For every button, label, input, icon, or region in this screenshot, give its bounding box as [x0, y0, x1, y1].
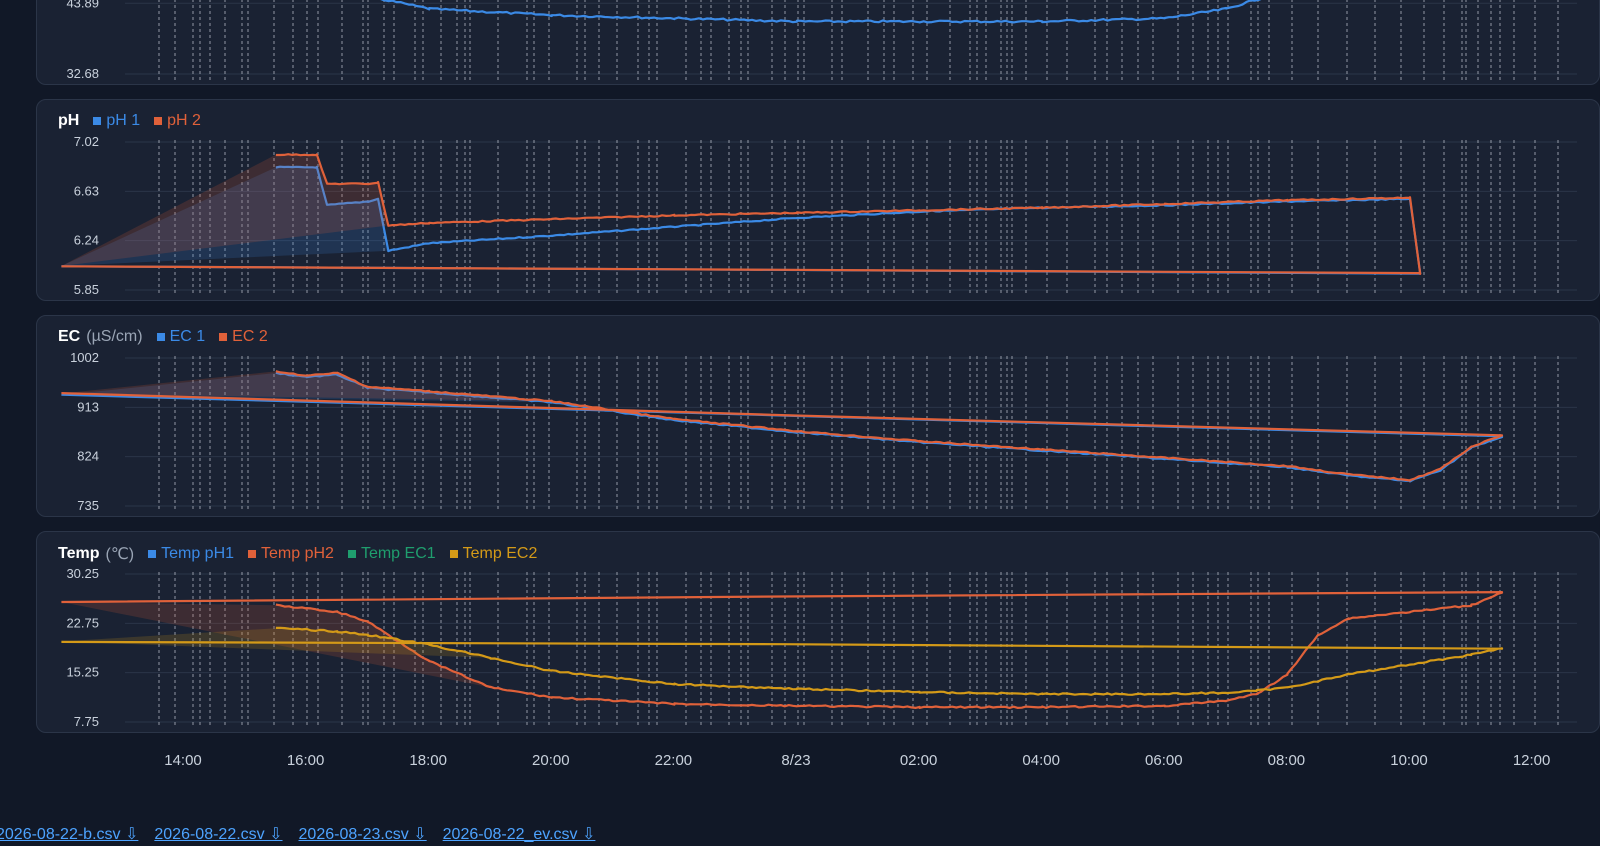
series-band [61, 154, 389, 266]
chart-temp-svg: 30.25 22.75 15.25 7.75 [61, 566, 1577, 729]
file-links: 2026-08-22-b.csv ⇩ 2026-08-22.csv ⇩ 2026… [0, 824, 595, 844]
x-tick-label: 14:00 [164, 752, 202, 769]
series-line-ph-2 [61, 153, 1422, 275]
legend-label-ec1: EC 1 [169, 328, 206, 345]
series-band [61, 601, 491, 688]
x-tick-label: 10:00 [1390, 752, 1428, 769]
y-tick-label: 824 [77, 449, 99, 464]
file-link-2026-08-22-ev[interactable]: 2026-08-22_ev.csv ⇩ [442, 826, 596, 843]
y-tick-label: 913 [77, 399, 99, 414]
x-axis: 14:00 16:00 18:00 20:00 22:00 8/23 02:00 04:00 0… [0, 752, 1600, 782]
x-tick-label: 12:00 [1512, 752, 1551, 769]
y-tick-label: 30.25 [66, 566, 99, 581]
file-link-2026-08-23[interactable]: 2026-08-23.csv ⇩ [298, 826, 427, 843]
x-tick-label: 22:00 [654, 752, 693, 769]
panel-title-temp: Temp (℃) Temp pH1 Temp pH2 Temp EC1 Temp… [58, 544, 537, 564]
legend-label-temp-ec1: Temp EC1 [360, 545, 436, 562]
panel-title-unit: (µS/cm) [86, 328, 143, 345]
legend-label-ph2: pH 2 [167, 112, 201, 129]
legend-label-ph1: pH 1 [106, 112, 141, 129]
x-tick-label: 20:00 [532, 752, 570, 769]
legend-label-temp-ph1: Temp pH1 [161, 545, 235, 562]
legend-item-ph1[interactable]: pH 1 [93, 112, 140, 130]
panel-title-ec: EC (µS/cm) EC 1 EC 2 [58, 328, 268, 346]
chart-panel-ec: 1002 913 824 735 EC (µS/cm) EC 1 EC 2 [36, 315, 1600, 517]
panel-title-main: EC [58, 328, 81, 345]
legend-swatch-ph2 [154, 117, 163, 125]
x-tick-label: 16:00 [286, 752, 325, 769]
series-band [61, 371, 552, 402]
legend-item-temp-ph1[interactable]: Temp pH1 [148, 545, 234, 563]
legend-swatch-temp-ec2 [449, 550, 458, 558]
y-tick-label: 5.85 [74, 282, 99, 297]
file-link-2026-08-22-b[interactable]: 2026-08-22-b.csv ⇩ [0, 826, 139, 843]
series-line-value [380, 0, 1262, 24]
chart-ph-svg: 7.02 6.63 6.24 5.85 [61, 134, 1577, 297]
legend-swatch-temp-ec1 [347, 550, 356, 558]
legend-swatch-temp-ph2 [248, 550, 257, 558]
x-tick-label: 04:00 [1022, 752, 1060, 769]
y-tick-label: 43.89 [66, 0, 99, 10]
y-tick-label: 22.75 [66, 615, 99, 630]
panel-title-main: pH [58, 112, 80, 129]
y-tick-label: 1002 [70, 350, 99, 365]
series-line-temp-ph2 [61, 591, 1504, 709]
series-line-ec-2 [61, 370, 1504, 482]
legend-item-ec1[interactable]: EC 1 [156, 328, 206, 346]
x-tick-label: 06:00 [1145, 752, 1183, 769]
y-tick-label: 15.25 [66, 665, 99, 680]
series-line-temp-ec2 [61, 626, 1504, 696]
y-tick-label: 32.68 [66, 66, 99, 81]
x-tick-label: 18:00 [409, 752, 447, 769]
panel-title-main: Temp [58, 545, 100, 562]
panel-title-unit: (℃) [105, 546, 135, 563]
series-band [61, 372, 552, 403]
legend-swatch-ec2 [219, 333, 228, 341]
file-link-2026-08-22[interactable]: 2026-08-22.csv ⇩ [154, 826, 283, 843]
chart-ec-svg: 1002 913 824 735 [61, 350, 1577, 513]
legend-label-temp-ec2: Temp EC2 [462, 545, 538, 562]
legend-swatch-ph1 [93, 117, 102, 125]
legend-swatch-ec1 [156, 333, 165, 341]
y-tick-label: 6.63 [74, 183, 99, 198]
chart-panel-ph: 7.02 6.63 6.24 5.85 pH pH 1 pH 2 [36, 99, 1600, 301]
y-tick-label: 735 [77, 498, 99, 513]
chart-panel-top: 43.89 32.68 [36, 0, 1600, 85]
legend-label-ec2: EC 2 [232, 328, 268, 345]
x-tick-label: 02:00 [899, 752, 938, 769]
series-line-ph-1 [61, 165, 1422, 275]
x-tick-label: 08:00 [1267, 752, 1306, 769]
series-band [61, 167, 389, 266]
legend-item-temp-ec2[interactable]: Temp EC2 [449, 545, 538, 563]
legend-item-temp-ph2[interactable]: Temp pH2 [248, 545, 334, 563]
panel-title-ph: pH pH 1 pH 2 [58, 112, 201, 130]
y-tick-label: 7.02 [74, 134, 99, 149]
legend-item-ec2[interactable]: EC 2 [219, 328, 268, 346]
x-tick-label: 8/23 [781, 752, 811, 769]
chart-top-svg: 43.89 32.68 [66, 0, 1577, 81]
legend-label-temp-ph2: Temp pH2 [261, 545, 334, 562]
y-tick-label: 7.75 [74, 714, 99, 729]
legend-item-temp-ec1[interactable]: Temp EC1 [347, 545, 436, 563]
y-tick-label: 6.24 [74, 233, 99, 248]
legend-swatch-temp-ph1 [148, 550, 157, 558]
chart-panel-temp: 30.25 22.75 15.25 7.75 Temp (℃) Temp pH1 Te… [36, 531, 1600, 733]
legend-item-ph2[interactable]: pH 2 [154, 112, 201, 130]
